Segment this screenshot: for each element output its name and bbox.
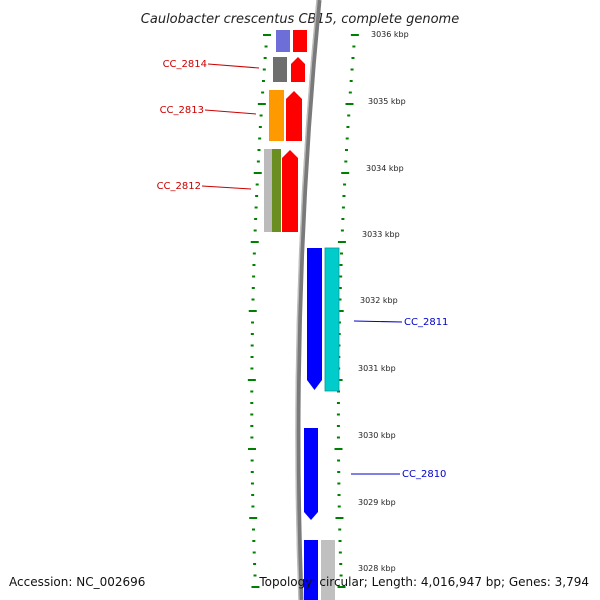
gene-label-cc2812: CC_2812 xyxy=(157,181,201,192)
tick-label: 3033 kbp xyxy=(362,230,400,239)
dotted-rings xyxy=(247,34,359,588)
tick-label: 3030 kbp xyxy=(358,431,396,440)
cds-block-olive xyxy=(272,149,281,232)
gene-label-cc2814: CC_2814 xyxy=(163,59,207,70)
gene-label-cc2811: CC_2811 xyxy=(404,317,448,328)
tick-label: 3034 kbp xyxy=(366,164,404,173)
leader-line xyxy=(353,320,403,323)
genome-backbone-highlight xyxy=(295,0,318,600)
gene-arrow-cc2814 xyxy=(291,57,305,82)
genome-backbone xyxy=(295,0,322,600)
cds-block-cyan xyxy=(324,247,340,392)
tick-label: 3035 kbp xyxy=(368,97,406,106)
cds-block-purple xyxy=(276,30,290,52)
tick-label: 3036 kbp xyxy=(371,30,409,39)
accession-text: Accession: NC_002696 xyxy=(9,575,145,589)
gene-label-group-reverse: CC_2814 CC_2813 CC_2812 xyxy=(157,59,260,192)
tick-label: 3032 kbp xyxy=(360,296,398,305)
cds-block-orange xyxy=(269,90,284,141)
cds-block-lightgray xyxy=(264,149,272,232)
cds-block-gray xyxy=(273,57,287,82)
cds-block-red-top xyxy=(293,30,307,52)
cds-block-blue-bottom xyxy=(304,540,318,600)
map-title: Caulobacter crescentus CB15, complete ge… xyxy=(141,12,459,27)
leader-line xyxy=(207,63,260,69)
gene-label-cc2813: CC_2813 xyxy=(160,105,204,116)
tick-label: 3028 kbp xyxy=(358,564,396,573)
tick-label: 3029 kbp xyxy=(358,498,396,507)
gene-arrow-cc2810 xyxy=(304,428,318,520)
gene-arrow-cc2812 xyxy=(282,150,298,232)
leader-line xyxy=(204,109,257,115)
scale-ticks: 3036 kbp 3035 kbp 3034 kbp 3033 kbp 3032… xyxy=(358,30,409,573)
gene-label-group-forward: CC_2811 CC_2810 xyxy=(351,317,448,480)
cds-block-gray-bottom xyxy=(321,540,335,600)
tick-label: 3031 kbp xyxy=(358,364,396,373)
leader-line xyxy=(201,185,252,190)
genome-summary-text: Topology: circular; Length: 4,016,947 bp… xyxy=(258,575,589,589)
gene-arrow-cc2813 xyxy=(286,91,302,141)
gene-arrow-cc2811 xyxy=(307,248,322,390)
gene-label-cc2810: CC_2810 xyxy=(402,469,446,480)
